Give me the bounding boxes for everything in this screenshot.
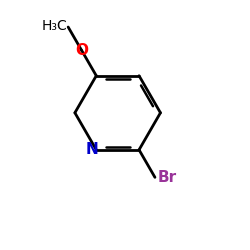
Text: Br: Br [158, 170, 176, 185]
Text: O: O [75, 43, 88, 58]
Text: N: N [86, 142, 98, 157]
Text: H₃C: H₃C [41, 19, 67, 33]
